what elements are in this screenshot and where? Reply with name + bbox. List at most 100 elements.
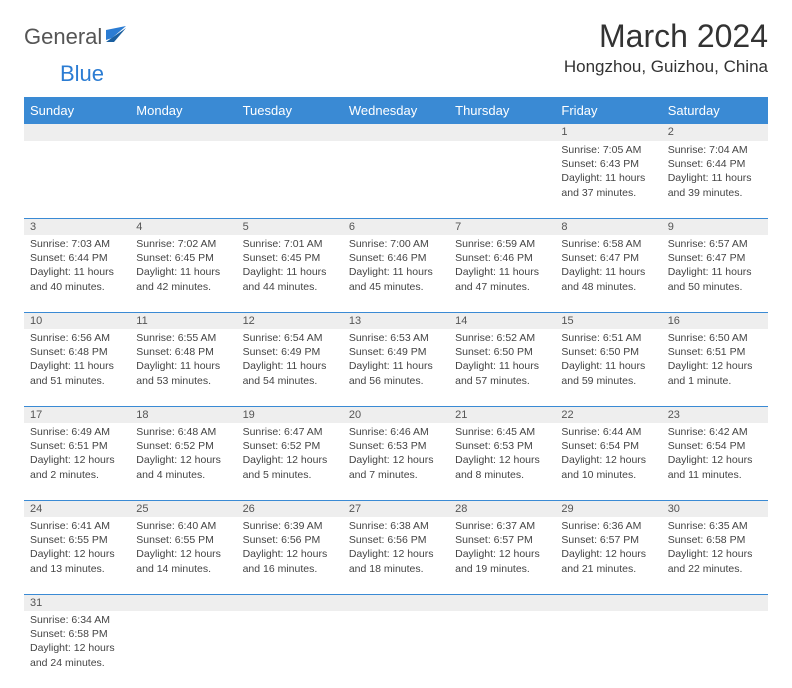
- day-header: Wednesday: [343, 97, 449, 124]
- day-cell: Sunrise: 6:54 AMSunset: 6:49 PMDaylight:…: [237, 329, 343, 406]
- day-number: 23: [662, 406, 768, 423]
- daynum-row: 31: [24, 594, 768, 611]
- sunrise-text: Sunrise: 6:36 AM: [561, 519, 655, 533]
- day-cell: Sunrise: 6:44 AMSunset: 6:54 PMDaylight:…: [555, 423, 661, 500]
- day-number: 20: [343, 406, 449, 423]
- day-cell: Sunrise: 6:37 AMSunset: 6:57 PMDaylight:…: [449, 517, 555, 594]
- day-number: 18: [130, 406, 236, 423]
- day-number: 12: [237, 312, 343, 329]
- sunset-text: Sunset: 6:50 PM: [455, 345, 549, 359]
- daylight-text: Daylight: 11 hours and 59 minutes.: [561, 359, 655, 387]
- day-cell: Sunrise: 7:03 AMSunset: 6:44 PMDaylight:…: [24, 235, 130, 312]
- sunrise-text: Sunrise: 6:45 AM: [455, 425, 549, 439]
- day-cell: [449, 141, 555, 218]
- sunrise-text: Sunrise: 7:04 AM: [668, 143, 762, 157]
- day-number: [555, 594, 661, 611]
- sunset-text: Sunset: 6:48 PM: [136, 345, 230, 359]
- daynum-row: 3456789: [24, 218, 768, 235]
- daylight-text: Daylight: 12 hours and 4 minutes.: [136, 453, 230, 481]
- sunset-text: Sunset: 6:49 PM: [349, 345, 443, 359]
- daynum-row: 12: [24, 124, 768, 141]
- day-cell: [24, 141, 130, 218]
- day-number: 31: [24, 594, 130, 611]
- daylight-text: Daylight: 12 hours and 5 minutes.: [243, 453, 337, 481]
- day-number: 6: [343, 218, 449, 235]
- week-row: Sunrise: 6:34 AMSunset: 6:58 PMDaylight:…: [24, 611, 768, 688]
- daylight-text: Daylight: 11 hours and 37 minutes.: [561, 171, 655, 199]
- day-header: Tuesday: [237, 97, 343, 124]
- sunset-text: Sunset: 6:54 PM: [561, 439, 655, 453]
- week-row: Sunrise: 7:03 AMSunset: 6:44 PM Daylight:…: [24, 235, 768, 312]
- sunrise-text: Sunrise: 6:38 AM: [349, 519, 443, 533]
- day-number: 27: [343, 500, 449, 517]
- daylight-text: Daylight: 12 hours and 18 minutes.: [349, 547, 443, 575]
- daylight-text: Daylight: 12 hours and 16 minutes.: [243, 547, 337, 575]
- sunset-text: Sunset: 6:46 PM: [349, 251, 443, 265]
- sunrise-text: Sunrise: 6:35 AM: [668, 519, 762, 533]
- sunset-text: Sunset: 6:55 PM: [30, 533, 124, 547]
- sunset-text: Sunset: 6:52 PM: [243, 439, 337, 453]
- day-number: 22: [555, 406, 661, 423]
- week-row: Sunrise: 6:41 AMSunset: 6:55 PMDaylight:…: [24, 517, 768, 594]
- day-number: [449, 124, 555, 141]
- day-cell: Sunrise: 6:56 AMSunset: 6:48 PMDaylight:…: [24, 329, 130, 406]
- sunrise-text: Sunrise: 7:03 AM: [30, 237, 124, 251]
- day-number: 8: [555, 218, 661, 235]
- day-cell: Sunrise: 6:36 AMSunset: 6:57 PMDaylight:…: [555, 517, 661, 594]
- sunset-text: Sunset: 6:43 PM: [561, 157, 655, 171]
- day-number: [130, 594, 236, 611]
- day-number: 28: [449, 500, 555, 517]
- daylight-text: Daylight: 11 hours and 42 minutes.: [136, 265, 230, 293]
- month-title: March 2024: [564, 18, 768, 55]
- day-cell: Sunrise: 6:40 AMSunset: 6:55 PMDaylight:…: [130, 517, 236, 594]
- daylight-text: Daylight: 11 hours and 57 minutes.: [455, 359, 549, 387]
- sunset-text: Sunset: 6:57 PM: [455, 533, 549, 547]
- day-number: [130, 124, 236, 141]
- sunrise-text: Sunrise: 7:05 AM: [561, 143, 655, 157]
- day-number: 16: [662, 312, 768, 329]
- daylight-text: Daylight: 12 hours and 21 minutes.: [561, 547, 655, 575]
- sunrise-text: Sunrise: 7:02 AM: [136, 237, 230, 251]
- day-cell: [449, 611, 555, 688]
- sunrise-text: Sunrise: 7:01 AM: [243, 237, 337, 251]
- day-cell: [343, 611, 449, 688]
- sunrise-text: Sunrise: 6:58 AM: [561, 237, 655, 251]
- day-header: Sunday: [24, 97, 130, 124]
- day-cell: Sunrise: 6:58 AMSunset: 6:47 PMDaylight:…: [555, 235, 661, 312]
- sunset-text: Sunset: 6:55 PM: [136, 533, 230, 547]
- day-cell: Sunrise: 6:55 AMSunset: 6:48 PMDaylight:…: [130, 329, 236, 406]
- day-header: Saturday: [662, 97, 768, 124]
- day-number: 26: [237, 500, 343, 517]
- day-header: Friday: [555, 97, 661, 124]
- day-number: 25: [130, 500, 236, 517]
- day-cell: Sunrise: 6:39 AMSunset: 6:56 PMDaylight:…: [237, 517, 343, 594]
- day-cell: [130, 141, 236, 218]
- sunset-text: Sunset: 6:47 PM: [668, 251, 762, 265]
- calendar-table: Sunday Monday Tuesday Wednesday Thursday…: [24, 97, 768, 688]
- day-number: 29: [555, 500, 661, 517]
- sunrise-text: Sunrise: 6:50 AM: [668, 331, 762, 345]
- daylight-text: Daylight: 12 hours and 1 minute.: [668, 359, 762, 387]
- sunset-text: Sunset: 6:44 PM: [30, 251, 124, 265]
- day-header-row: Sunday Monday Tuesday Wednesday Thursday…: [24, 97, 768, 124]
- day-cell: Sunrise: 7:01 AMSunset: 6:45 PMDaylight:…: [237, 235, 343, 312]
- week-row: Sunrise: 6:56 AMSunset: 6:48 PMDaylight:…: [24, 329, 768, 406]
- day-cell: Sunrise: 6:59 AMSunset: 6:46 PMDaylight:…: [449, 235, 555, 312]
- day-cell: Sunrise: 6:50 AMSunset: 6:51 PMDaylight:…: [662, 329, 768, 406]
- day-cell: [237, 611, 343, 688]
- day-header: Monday: [130, 97, 236, 124]
- daylight-text: Daylight: 11 hours and 44 minutes.: [243, 265, 337, 293]
- sunrise-text: Sunrise: 6:46 AM: [349, 425, 443, 439]
- sunrise-text: Sunrise: 6:34 AM: [30, 613, 124, 627]
- day-number: 11: [130, 312, 236, 329]
- daylight-text: Daylight: 12 hours and 24 minutes.: [30, 641, 124, 669]
- day-cell: Sunrise: 7:00 AMSunset: 6:46 PMDaylight:…: [343, 235, 449, 312]
- sunrise-text: Sunrise: 6:59 AM: [455, 237, 549, 251]
- brand-logo: General: [24, 24, 130, 50]
- daynum-row: 24252627282930: [24, 500, 768, 517]
- day-number: 21: [449, 406, 555, 423]
- day-number: [449, 594, 555, 611]
- daynum-row: 10111213141516: [24, 312, 768, 329]
- sunset-text: Sunset: 6:47 PM: [561, 251, 655, 265]
- day-number: 4: [130, 218, 236, 235]
